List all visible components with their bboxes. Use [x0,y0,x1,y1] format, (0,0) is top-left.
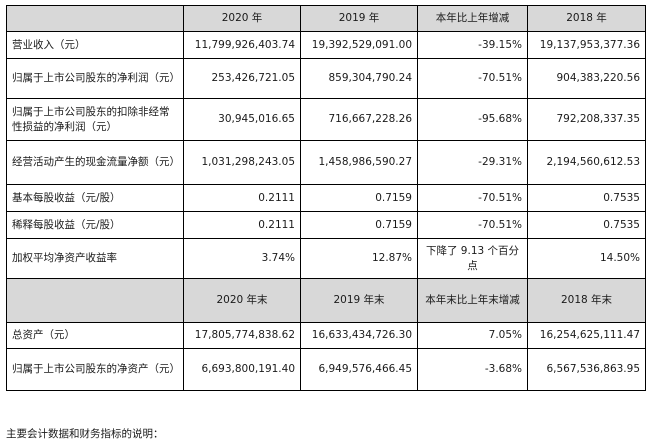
cell-2020: 0.2111 [183,184,301,212]
table-row: 总资产（元） 17,805,774,838.62 16,633,434,726.… [6,322,646,349]
header-change-end: 本年末比上年末增减 [417,278,528,323]
row-label: 归属于上市公司股东的净资产（元） [6,348,184,391]
cell-2019: 0.7159 [300,211,418,239]
cell-2018: 19,137,953,377.36 [527,31,646,59]
header-2020-end: 2020 年末 [183,278,301,323]
cell-change: -70.51% [417,58,528,99]
row-label: 营业收入（元） [6,31,184,59]
financial-indicators-table: 2020 年 2019 年 本年比上年增减 2018 年 营业收入（元） 11,… [6,5,646,391]
table-row: 归属于上市公司股东的扣除非经常性损益的净利润（元） 30,945,016.65 … [6,98,646,141]
cell-2019: 1,458,986,590.27 [300,140,418,185]
cell-2020: 6,693,800,191.40 [183,348,301,391]
header-blank-cell [6,278,184,323]
cell-2020: 1,031,298,243.05 [183,140,301,185]
row-label: 加权平均净资产收益率 [6,238,184,279]
cell-2018: 14.50% [527,238,646,279]
cell-2019: 0.7159 [300,184,418,212]
row-label: 经营活动产生的现金流量净额（元） [6,140,184,185]
cell-change: -95.68% [417,98,528,141]
footnote: 主要会计数据和财务指标的说明： [6,428,164,440]
cell-2018: 6,567,536,863.95 [527,348,646,391]
cell-change: -29.31% [417,140,528,185]
row-label: 归属于上市公司股东的扣除非经常性损益的净利润（元） [6,98,184,141]
cell-change: 7.05% [417,322,528,349]
table-row: 经营活动产生的现金流量净额（元） 1,031,298,243.05 1,458,… [6,140,646,185]
table-row: 归属于上市公司股东的净资产（元） 6,693,800,191.40 6,949,… [6,348,646,391]
cell-change: -39.15% [417,31,528,59]
cell-change: 下降了 9.13 个百分点 [417,238,528,279]
cell-2019: 12.87% [300,238,418,279]
cell-change: -3.68% [417,348,528,391]
cell-2019: 6,949,576,466.45 [300,348,418,391]
header-row-annual: 2020 年 2019 年 本年比上年增减 2018 年 [6,5,646,32]
cell-change: -70.51% [417,184,528,212]
header-2019: 2019 年 [300,5,418,32]
table-row: 归属于上市公司股东的净利润（元） 253,426,721.05 859,304,… [6,58,646,99]
header-row-yearend: 2020 年末 2019 年末 本年末比上年末增减 2018 年末 [6,278,646,323]
table-row: 基本每股收益（元/股） 0.2111 0.7159 -70.51% 0.7535 [6,184,646,212]
cell-2018: 0.7535 [527,184,646,212]
header-2018-end: 2018 年末 [527,278,646,323]
header-blank-cell [6,5,184,32]
row-label: 稀释每股收益（元/股） [6,211,184,239]
cell-2019: 716,667,228.26 [300,98,418,141]
header-2019-end: 2019 年末 [300,278,418,323]
cell-2020: 30,945,016.65 [183,98,301,141]
cell-2020: 11,799,926,403.74 [183,31,301,59]
row-label: 基本每股收益（元/股） [6,184,184,212]
cell-change: -70.51% [417,211,528,239]
table-row: 加权平均净资产收益率 3.74% 12.87% 下降了 9.13 个百分点 14… [6,238,646,279]
table-row: 稀释每股收益（元/股） 0.2111 0.7159 -70.51% 0.7535 [6,211,646,239]
cell-2020: 0.2111 [183,211,301,239]
cell-2018: 16,254,625,111.47 [527,322,646,349]
row-label: 归属于上市公司股东的净利润（元） [6,58,184,99]
header-2018: 2018 年 [527,5,646,32]
header-2020: 2020 年 [183,5,301,32]
cell-2019: 16,633,434,726.30 [300,322,418,349]
cell-2020: 253,426,721.05 [183,58,301,99]
header-change: 本年比上年增减 [417,5,528,32]
cell-2018: 904,383,220.56 [527,58,646,99]
cell-2018: 0.7535 [527,211,646,239]
cell-2020: 17,805,774,838.62 [183,322,301,349]
cell-2020: 3.74% [183,238,301,279]
cell-2019: 19,392,529,091.00 [300,31,418,59]
cell-2018: 2,194,560,612.53 [527,140,646,185]
cell-2019: 859,304,790.24 [300,58,418,99]
cell-2018: 792,208,337.35 [527,98,646,141]
row-label: 总资产（元） [6,322,184,349]
table-row: 营业收入（元） 11,799,926,403.74 19,392,529,091… [6,31,646,59]
